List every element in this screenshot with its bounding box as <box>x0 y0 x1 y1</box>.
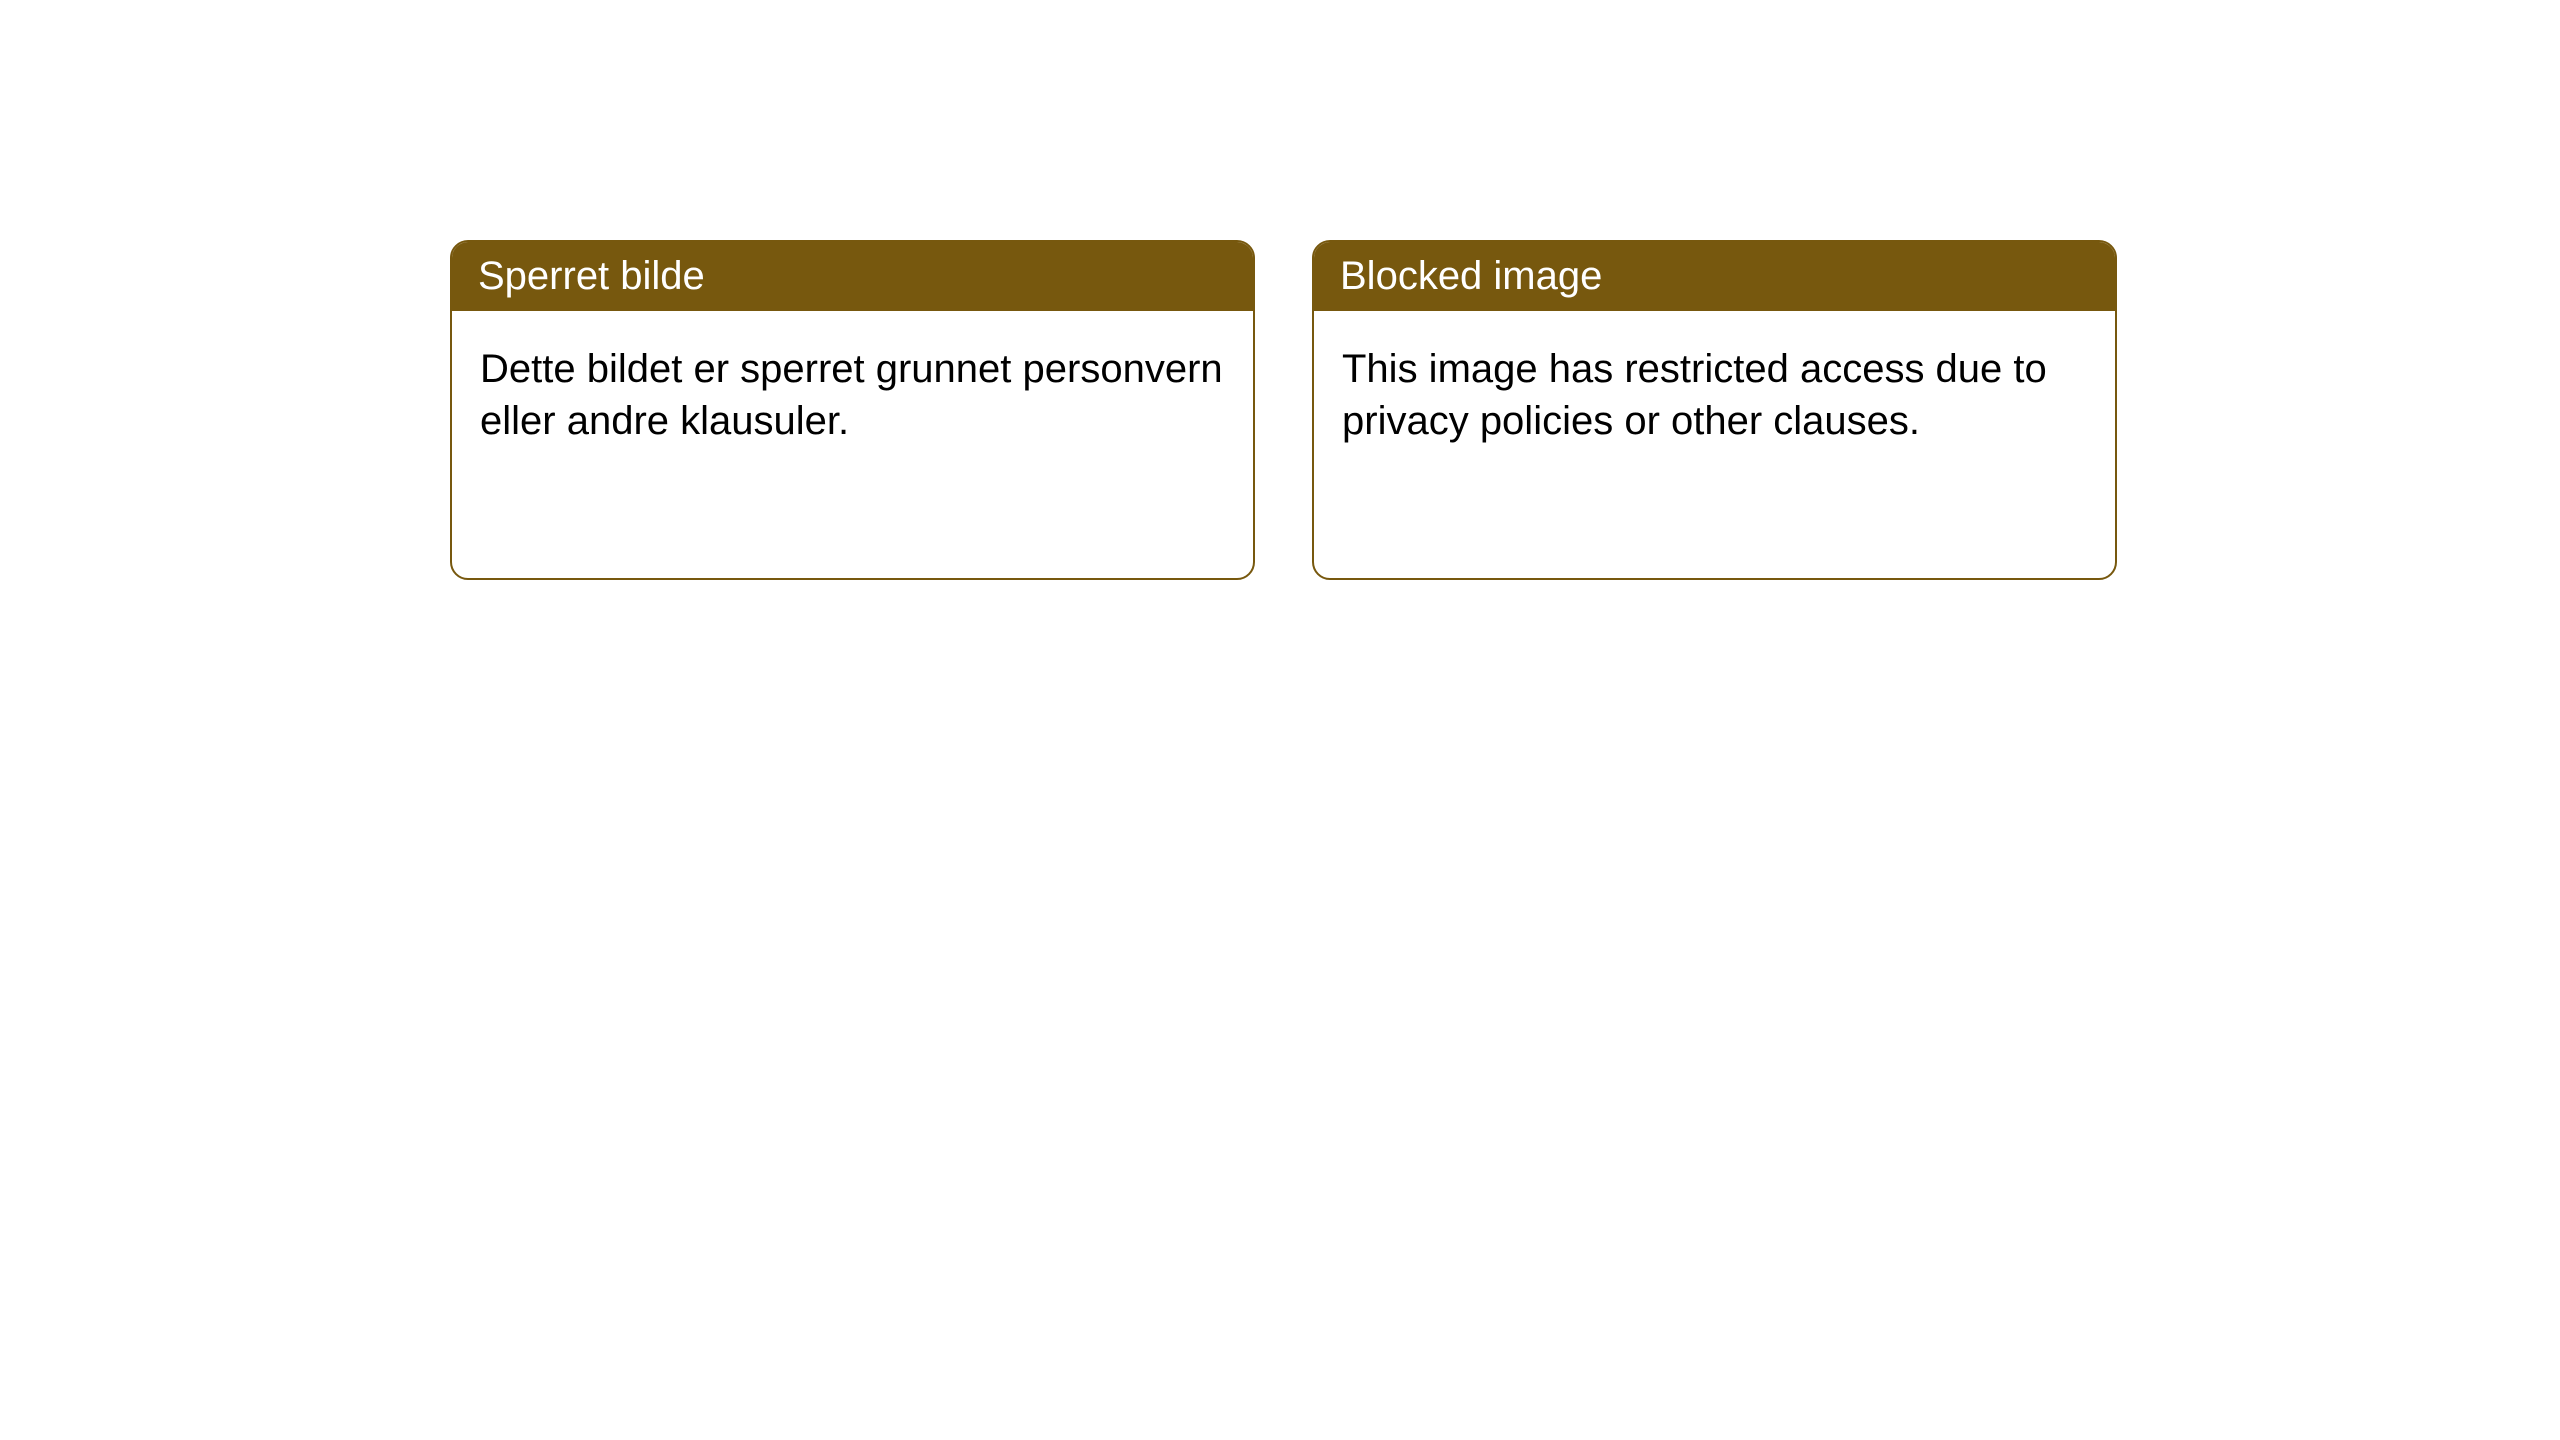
card-body: This image has restricted access due to … <box>1314 311 2115 479</box>
card-header: Sperret bilde <box>452 242 1253 311</box>
card-body-text: Dette bildet er sperret grunnet personve… <box>480 347 1223 443</box>
card-title: Sperret bilde <box>478 254 705 298</box>
card-body-text: This image has restricted access due to … <box>1342 347 2047 443</box>
card-header: Blocked image <box>1314 242 2115 311</box>
card-container: Sperret bilde Dette bildet er sperret gr… <box>0 0 2560 580</box>
blocked-image-card-en: Blocked image This image has restricted … <box>1312 240 2117 580</box>
card-body: Dette bildet er sperret grunnet personve… <box>452 311 1253 479</box>
blocked-image-card-no: Sperret bilde Dette bildet er sperret gr… <box>450 240 1255 580</box>
card-title: Blocked image <box>1340 254 1602 298</box>
